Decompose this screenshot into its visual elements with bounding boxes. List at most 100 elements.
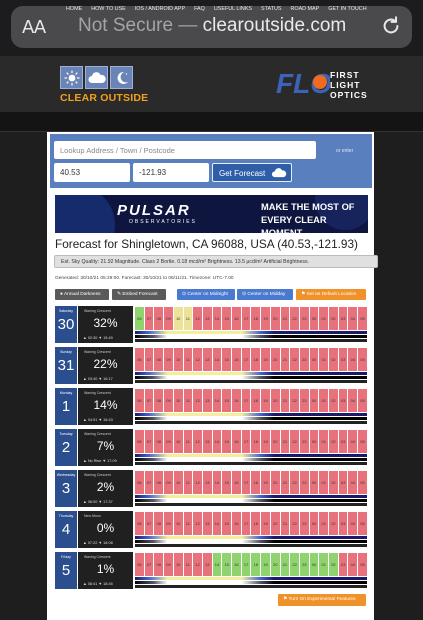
- nav-item-road-map[interactable]: ROAD MAP: [290, 6, 320, 12]
- hour-cell[interactable]: 11: [183, 471, 193, 494]
- hour-cell[interactable]: 22: [290, 512, 299, 535]
- hour-cell[interactable]: 02: [329, 348, 338, 371]
- hour-cell[interactable]: 17: [241, 307, 251, 330]
- hour-cell[interactable]: 02: [329, 471, 338, 494]
- hour-cell[interactable]: 21: [280, 512, 290, 535]
- hour-cell[interactable]: 18: [251, 430, 261, 453]
- hour-cell[interactable]: 15: [222, 512, 232, 535]
- hour-cell[interactable]: 11: [183, 389, 193, 412]
- hour-cell[interactable]: 03: [338, 389, 348, 412]
- hour-cell[interactable]: 11: [183, 307, 193, 330]
- latitude-input[interactable]: 40.53: [54, 163, 130, 182]
- site-logo[interactable]: [60, 66, 133, 89]
- hour-cell[interactable]: 14: [212, 430, 222, 453]
- hour-cell[interactable]: 10: [173, 512, 183, 535]
- hour-cell[interactable]: 04: [348, 430, 358, 453]
- hour-cell[interactable]: 00: [309, 430, 319, 453]
- hour-cell[interactable]: 13: [202, 430, 212, 453]
- hour-cell[interactable]: 16: [232, 430, 241, 453]
- nav-item-faq[interactable]: FAQ: [194, 6, 205, 12]
- hour-cell[interactable]: 17: [241, 348, 251, 371]
- day-card[interactable]: Monday 1: [55, 388, 77, 425]
- hour-cell[interactable]: 09: [164, 512, 173, 535]
- hour-cell[interactable]: 12: [193, 553, 202, 576]
- hour-cell[interactable]: 21: [280, 389, 290, 412]
- hour-cell[interactable]: 05: [358, 512, 367, 535]
- hour-cell[interactable]: 08: [154, 471, 164, 494]
- hour-cell[interactable]: 07: [144, 389, 154, 412]
- embed-forecast-button[interactable]: ✎ Embed Forecast: [112, 289, 166, 300]
- hour-cell[interactable]: 14: [212, 471, 222, 494]
- hour-cell[interactable]: 09: [164, 471, 173, 494]
- hour-cell[interactable]: 13: [202, 348, 212, 371]
- hour-cell[interactable]: 19: [261, 512, 270, 535]
- experimental-features-button[interactable]: ⚑ Turn On Experimental Features: [278, 594, 366, 606]
- hour-cell[interactable]: 18: [251, 553, 261, 576]
- hour-cell[interactable]: 20: [270, 430, 280, 453]
- hour-cell[interactable]: 22: [290, 430, 299, 453]
- hour-cell[interactable]: 13: [202, 307, 212, 330]
- address-input[interactable]: Lookup Address / Town / Postcode: [54, 141, 316, 159]
- hour-cell[interactable]: 00: [309, 307, 319, 330]
- hour-cell[interactable]: 17: [241, 430, 251, 453]
- hour-cell[interactable]: 02: [329, 389, 338, 412]
- hour-cell[interactable]: 16: [232, 471, 241, 494]
- hour-cell[interactable]: 16: [232, 307, 241, 330]
- day-card[interactable]: Wednesday 3: [55, 470, 77, 507]
- hour-cell[interactable]: 13: [202, 471, 212, 494]
- hour-cell[interactable]: 17: [241, 389, 251, 412]
- longitude-input[interactable]: -121.93: [133, 163, 209, 182]
- hour-cell[interactable]: 01: [319, 430, 329, 453]
- hour-cell[interactable]: 20: [270, 389, 280, 412]
- hour-cell[interactable]: 23: [299, 348, 309, 371]
- hour-cell[interactable]: 09: [164, 430, 173, 453]
- hour-cell[interactable]: 15: [222, 348, 232, 371]
- hour-cell[interactable]: 16: [232, 512, 241, 535]
- hour-cell[interactable]: 07: [144, 471, 154, 494]
- hour-cell[interactable]: 09: [164, 553, 173, 576]
- hour-cell[interactable]: 13: [202, 389, 212, 412]
- hour-cell[interactable]: 12: [193, 389, 202, 412]
- hour-cell[interactable]: 10: [173, 553, 183, 576]
- hour-cell[interactable]: 06: [135, 553, 144, 576]
- hour-cell[interactable]: 17: [241, 512, 251, 535]
- hour-cell[interactable]: 06: [135, 389, 144, 412]
- hour-cell[interactable]: 11: [183, 430, 193, 453]
- hour-cell[interactable]: 12: [193, 430, 202, 453]
- hour-cell[interactable]: 16: [232, 553, 241, 576]
- hour-cell[interactable]: 23: [299, 430, 309, 453]
- hour-cell[interactable]: 19: [261, 471, 270, 494]
- hour-cell[interactable]: 00: [309, 512, 319, 535]
- hour-cell[interactable]: 07: [144, 348, 154, 371]
- hour-cell[interactable]: 03: [338, 553, 348, 576]
- url-display[interactable]: Not Secure — clearoutside.com: [78, 15, 346, 37]
- hour-cell[interactable]: 04: [348, 348, 358, 371]
- hour-cell[interactable]: 22: [290, 348, 299, 371]
- hour-cell[interactable]: 05: [358, 471, 367, 494]
- hour-cell[interactable]: 05: [358, 389, 367, 412]
- hour-cell[interactable]: 10: [173, 389, 183, 412]
- hour-cell[interactable]: 19: [261, 553, 270, 576]
- hour-cell[interactable]: 02: [329, 512, 338, 535]
- hour-cell[interactable]: 01: [319, 348, 329, 371]
- hour-cell[interactable]: 23: [299, 512, 309, 535]
- hour-cell[interactable]: 02: [329, 430, 338, 453]
- hour-cell[interactable]: 19: [261, 430, 270, 453]
- hour-cell[interactable]: 15: [222, 430, 232, 453]
- hour-cell[interactable]: 21: [280, 553, 290, 576]
- hour-cell[interactable]: 18: [251, 512, 261, 535]
- hour-cell[interactable]: 19: [261, 348, 270, 371]
- hour-cell[interactable]: 03: [338, 430, 348, 453]
- hour-cell[interactable]: 04: [348, 553, 358, 576]
- hour-cell[interactable]: 02: [329, 307, 338, 330]
- hour-cell[interactable]: 08: [154, 553, 164, 576]
- hour-cell[interactable]: 07: [144, 307, 154, 330]
- hour-cell[interactable]: 18: [251, 307, 261, 330]
- hour-cell[interactable]: 15: [222, 553, 232, 576]
- flo-logo-icon[interactable]: FLO: [276, 68, 330, 98]
- hour-cell[interactable]: 14: [212, 553, 222, 576]
- hour-cell[interactable]: 18: [251, 389, 261, 412]
- hour-cell[interactable]: 20: [270, 553, 280, 576]
- ad-banner[interactable]: PULSAR OBSERVATORIES MAKE THE MOST OF EV…: [55, 195, 368, 233]
- nav-item-status[interactable]: STATUS: [261, 6, 282, 12]
